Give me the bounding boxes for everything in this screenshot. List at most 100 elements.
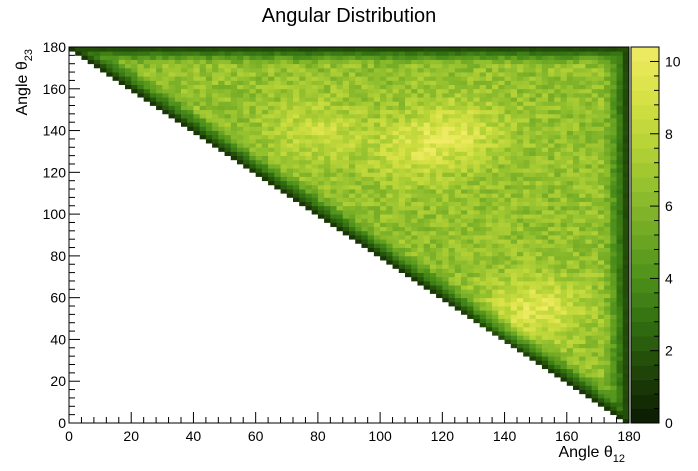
heatmap-cell (280, 67, 288, 73)
heatmap-cell (143, 92, 151, 98)
heatmap-cell (523, 88, 530, 94)
heatmap-cell (517, 280, 524, 286)
heatmap-cell (392, 147, 400, 152)
heatmap-cell (566, 143, 574, 148)
heatmap-cell (492, 47, 499, 52)
heatmap-cell (454, 264, 462, 269)
heatmap-cell (498, 243, 505, 248)
heatmap-cell (386, 251, 393, 257)
heatmap-cell (610, 377, 617, 382)
heatmap-cell (622, 280, 630, 286)
heatmap-cell (485, 126, 493, 131)
heatmap-cell (461, 101, 468, 106)
heatmap-cell (398, 155, 406, 161)
heatmap-cell (417, 122, 425, 127)
heatmap-cell (492, 260, 499, 265)
heatmap-cell (579, 180, 586, 186)
heatmap-cell (566, 189, 574, 194)
heatmap-cell (436, 285, 443, 290)
heatmap-cell (355, 184, 362, 190)
heatmap-cell (541, 297, 549, 303)
heatmap-cell (454, 226, 462, 232)
heatmap-cell (367, 143, 375, 148)
heatmap-cell (286, 72, 294, 77)
heatmap-cell (492, 255, 499, 261)
heatmap-cell (573, 360, 580, 365)
heatmap-cell (405, 209, 412, 215)
heatmap-cell (461, 176, 468, 182)
heatmap-cell (380, 235, 387, 240)
heatmap-cell (274, 72, 281, 77)
heatmap-cell (498, 255, 505, 261)
heatmap-cell (541, 322, 549, 328)
heatmap-cell (436, 55, 443, 60)
heatmap-cell (392, 260, 400, 265)
heatmap-cell (361, 80, 369, 85)
heatmap-cell (485, 314, 493, 319)
heatmap-cell (504, 205, 512, 211)
heatmap-cell (554, 109, 561, 115)
heatmap-cell (541, 134, 549, 140)
heatmap-cell (293, 92, 300, 98)
heatmap-cell (597, 72, 605, 77)
heatmap-cell (461, 280, 468, 286)
heatmap-cell (149, 76, 157, 81)
heatmap-cell (535, 109, 543, 115)
heatmap-cell (436, 251, 443, 257)
heatmap-cell (243, 155, 250, 161)
heatmap-cell (591, 163, 599, 169)
heatmap-cell (485, 251, 493, 257)
heatmap-cell (498, 226, 505, 232)
heatmap-cell (535, 155, 543, 161)
heatmap-cell (423, 285, 431, 290)
heatmap-cell (212, 101, 219, 106)
heatmap-cell (541, 155, 549, 161)
heatmap-cell (529, 109, 537, 115)
heatmap-cell (467, 255, 474, 261)
heatmap-cell (305, 59, 313, 65)
heatmap-cell (529, 218, 537, 223)
heatmap-cell (373, 197, 381, 202)
heatmap-cell (324, 130, 331, 136)
heatmap-cell (604, 214, 611, 219)
heatmap-cell (411, 205, 418, 211)
heatmap-cell (473, 130, 481, 136)
heatmap-cell (218, 130, 225, 136)
heatmap-cell (622, 247, 630, 253)
heatmap-cell (541, 51, 549, 56)
heatmap-cell (585, 276, 593, 282)
heatmap-cell (573, 138, 580, 144)
heatmap-cell (467, 126, 474, 131)
heatmap-cell (523, 193, 530, 198)
heatmap-cell (535, 331, 543, 336)
heatmap-cell (311, 126, 319, 131)
heatmap-cell (423, 59, 431, 65)
heatmap-cell (591, 205, 599, 211)
heatmap-cell (566, 214, 574, 219)
heatmap-cell (535, 163, 543, 169)
heatmap-cell (349, 109, 356, 115)
heatmap-cell (174, 59, 182, 65)
heatmap-cell (411, 184, 418, 190)
heatmap-cell (479, 255, 487, 261)
heatmap-cell (541, 364, 549, 370)
heatmap-cell (473, 138, 481, 144)
heatmap-cell (610, 247, 617, 253)
heatmap-cell (461, 80, 468, 85)
heatmap-cell (560, 364, 568, 370)
heatmap-cell (423, 189, 431, 194)
heatmap-cell (429, 276, 437, 282)
heatmap-cell (131, 76, 138, 81)
heatmap-cell (405, 193, 412, 198)
heatmap-cell (268, 130, 275, 136)
heatmap-cell (293, 84, 300, 90)
heatmap-cell (479, 293, 487, 299)
heatmap-cell (193, 118, 201, 123)
heatmap-cell (429, 118, 437, 123)
color-bar-step (631, 408, 659, 424)
heatmap-cell (585, 214, 593, 219)
heatmap-cell (510, 122, 518, 127)
heatmap-cell (355, 51, 362, 56)
heatmap-cell (616, 118, 624, 123)
x-tick-label: 160 (555, 428, 579, 444)
